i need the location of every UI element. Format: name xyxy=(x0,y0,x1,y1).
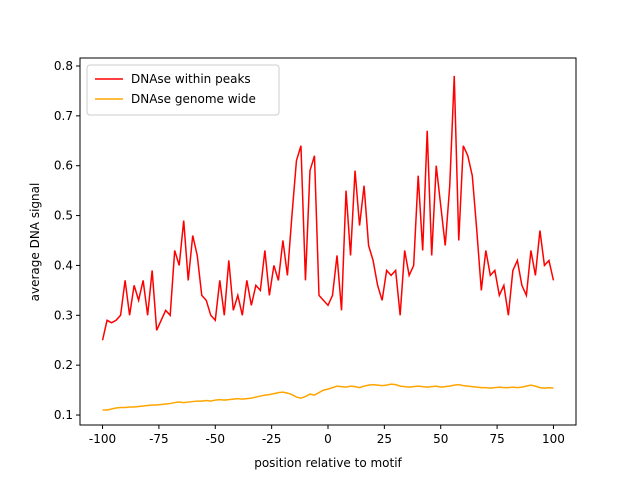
y-tick-label: 0.6 xyxy=(54,159,73,173)
legend-label: DNAse within peaks xyxy=(131,72,251,86)
y-tick-label: 0.5 xyxy=(54,209,73,223)
plot-frame xyxy=(79,57,577,426)
y-axis-label: average DNA signal xyxy=(28,183,42,302)
line xyxy=(102,383,554,411)
y-tick-label: 0.2 xyxy=(54,358,73,372)
x-tick-label: 75 xyxy=(489,432,504,446)
x-tick-label: -50 xyxy=(205,432,225,446)
legend-box xyxy=(86,64,280,116)
x-tick-label: -75 xyxy=(149,432,169,446)
y-tick-label: 0.1 xyxy=(54,408,73,422)
line xyxy=(101,75,555,341)
x-tick-label: -100 xyxy=(89,432,116,446)
x-tick-label: 100 xyxy=(542,432,565,446)
legend-label: DNAse genome wide xyxy=(131,92,256,106)
x-axis-label: position relative to motif xyxy=(254,456,402,470)
y-tick-label: 0.8 xyxy=(54,59,73,73)
y-tick-label: 0.7 xyxy=(54,109,73,123)
y-tick-label: 0.4 xyxy=(54,258,73,272)
x-tick-label: 25 xyxy=(377,432,392,446)
x-tick-label: 0 xyxy=(324,432,332,446)
x-tick-label: 50 xyxy=(433,432,448,446)
x-tick-label: -25 xyxy=(262,432,282,446)
y-tick-label: 0.3 xyxy=(54,308,73,322)
